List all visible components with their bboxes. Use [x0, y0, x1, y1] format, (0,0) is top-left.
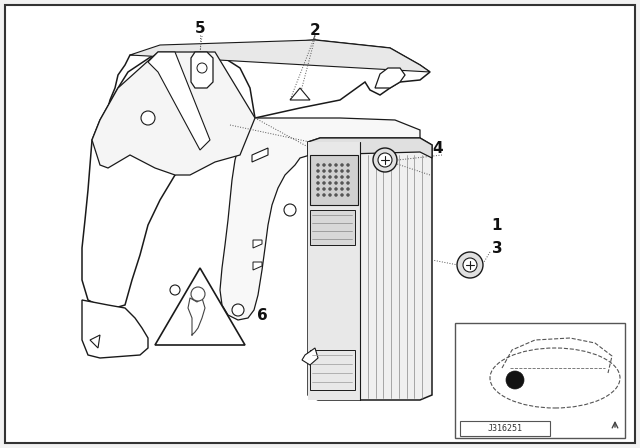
Circle shape	[317, 181, 319, 185]
Polygon shape	[302, 348, 318, 365]
Circle shape	[346, 169, 349, 172]
Text: 4: 4	[432, 141, 443, 155]
Polygon shape	[105, 40, 430, 140]
Text: J316251: J316251	[488, 423, 522, 432]
Polygon shape	[148, 52, 210, 150]
Circle shape	[335, 194, 337, 197]
Circle shape	[335, 169, 337, 172]
Circle shape	[328, 176, 332, 178]
Polygon shape	[310, 350, 355, 390]
Circle shape	[191, 287, 205, 301]
Circle shape	[328, 188, 332, 190]
Polygon shape	[92, 52, 255, 175]
Polygon shape	[310, 210, 355, 245]
Polygon shape	[375, 68, 405, 88]
Circle shape	[317, 194, 319, 197]
Circle shape	[323, 176, 326, 178]
Circle shape	[457, 252, 483, 278]
Circle shape	[335, 176, 337, 178]
Bar	[455, 323, 625, 438]
Polygon shape	[308, 142, 360, 400]
Polygon shape	[308, 138, 432, 158]
Circle shape	[378, 153, 392, 167]
Circle shape	[317, 169, 319, 172]
Polygon shape	[253, 240, 262, 248]
Circle shape	[346, 194, 349, 197]
Polygon shape	[90, 335, 100, 348]
Circle shape	[335, 181, 337, 185]
Polygon shape	[130, 40, 430, 72]
Polygon shape	[191, 52, 213, 88]
Polygon shape	[155, 268, 245, 345]
Circle shape	[323, 169, 326, 172]
Circle shape	[323, 181, 326, 185]
Text: 1: 1	[492, 217, 502, 233]
Circle shape	[323, 188, 326, 190]
Bar	[460, 421, 550, 436]
Circle shape	[284, 204, 296, 216]
Circle shape	[340, 181, 344, 185]
Polygon shape	[253, 262, 262, 270]
Circle shape	[346, 164, 349, 167]
Circle shape	[328, 181, 332, 185]
Polygon shape	[82, 300, 148, 358]
Circle shape	[346, 176, 349, 178]
Circle shape	[346, 181, 349, 185]
Circle shape	[340, 164, 344, 167]
Polygon shape	[220, 118, 420, 320]
Polygon shape	[308, 138, 432, 400]
Text: 2: 2	[310, 22, 321, 38]
Circle shape	[317, 164, 319, 167]
Circle shape	[323, 194, 326, 197]
Circle shape	[197, 63, 207, 73]
Circle shape	[340, 188, 344, 190]
Circle shape	[328, 164, 332, 167]
Circle shape	[373, 148, 397, 172]
Polygon shape	[310, 155, 358, 205]
Circle shape	[317, 176, 319, 178]
Polygon shape	[82, 52, 255, 310]
Circle shape	[328, 169, 332, 172]
Circle shape	[328, 194, 332, 197]
Polygon shape	[252, 148, 268, 162]
Circle shape	[317, 188, 319, 190]
Circle shape	[323, 164, 326, 167]
Circle shape	[340, 176, 344, 178]
Circle shape	[335, 164, 337, 167]
Text: 3: 3	[492, 241, 502, 255]
Circle shape	[335, 188, 337, 190]
Text: 6: 6	[257, 307, 268, 323]
Circle shape	[232, 304, 244, 316]
Circle shape	[170, 285, 180, 295]
Circle shape	[141, 111, 155, 125]
Circle shape	[340, 169, 344, 172]
Circle shape	[340, 194, 344, 197]
Circle shape	[506, 371, 524, 389]
Circle shape	[463, 258, 477, 272]
Text: 5: 5	[195, 21, 205, 35]
Circle shape	[346, 188, 349, 190]
Polygon shape	[290, 88, 310, 100]
